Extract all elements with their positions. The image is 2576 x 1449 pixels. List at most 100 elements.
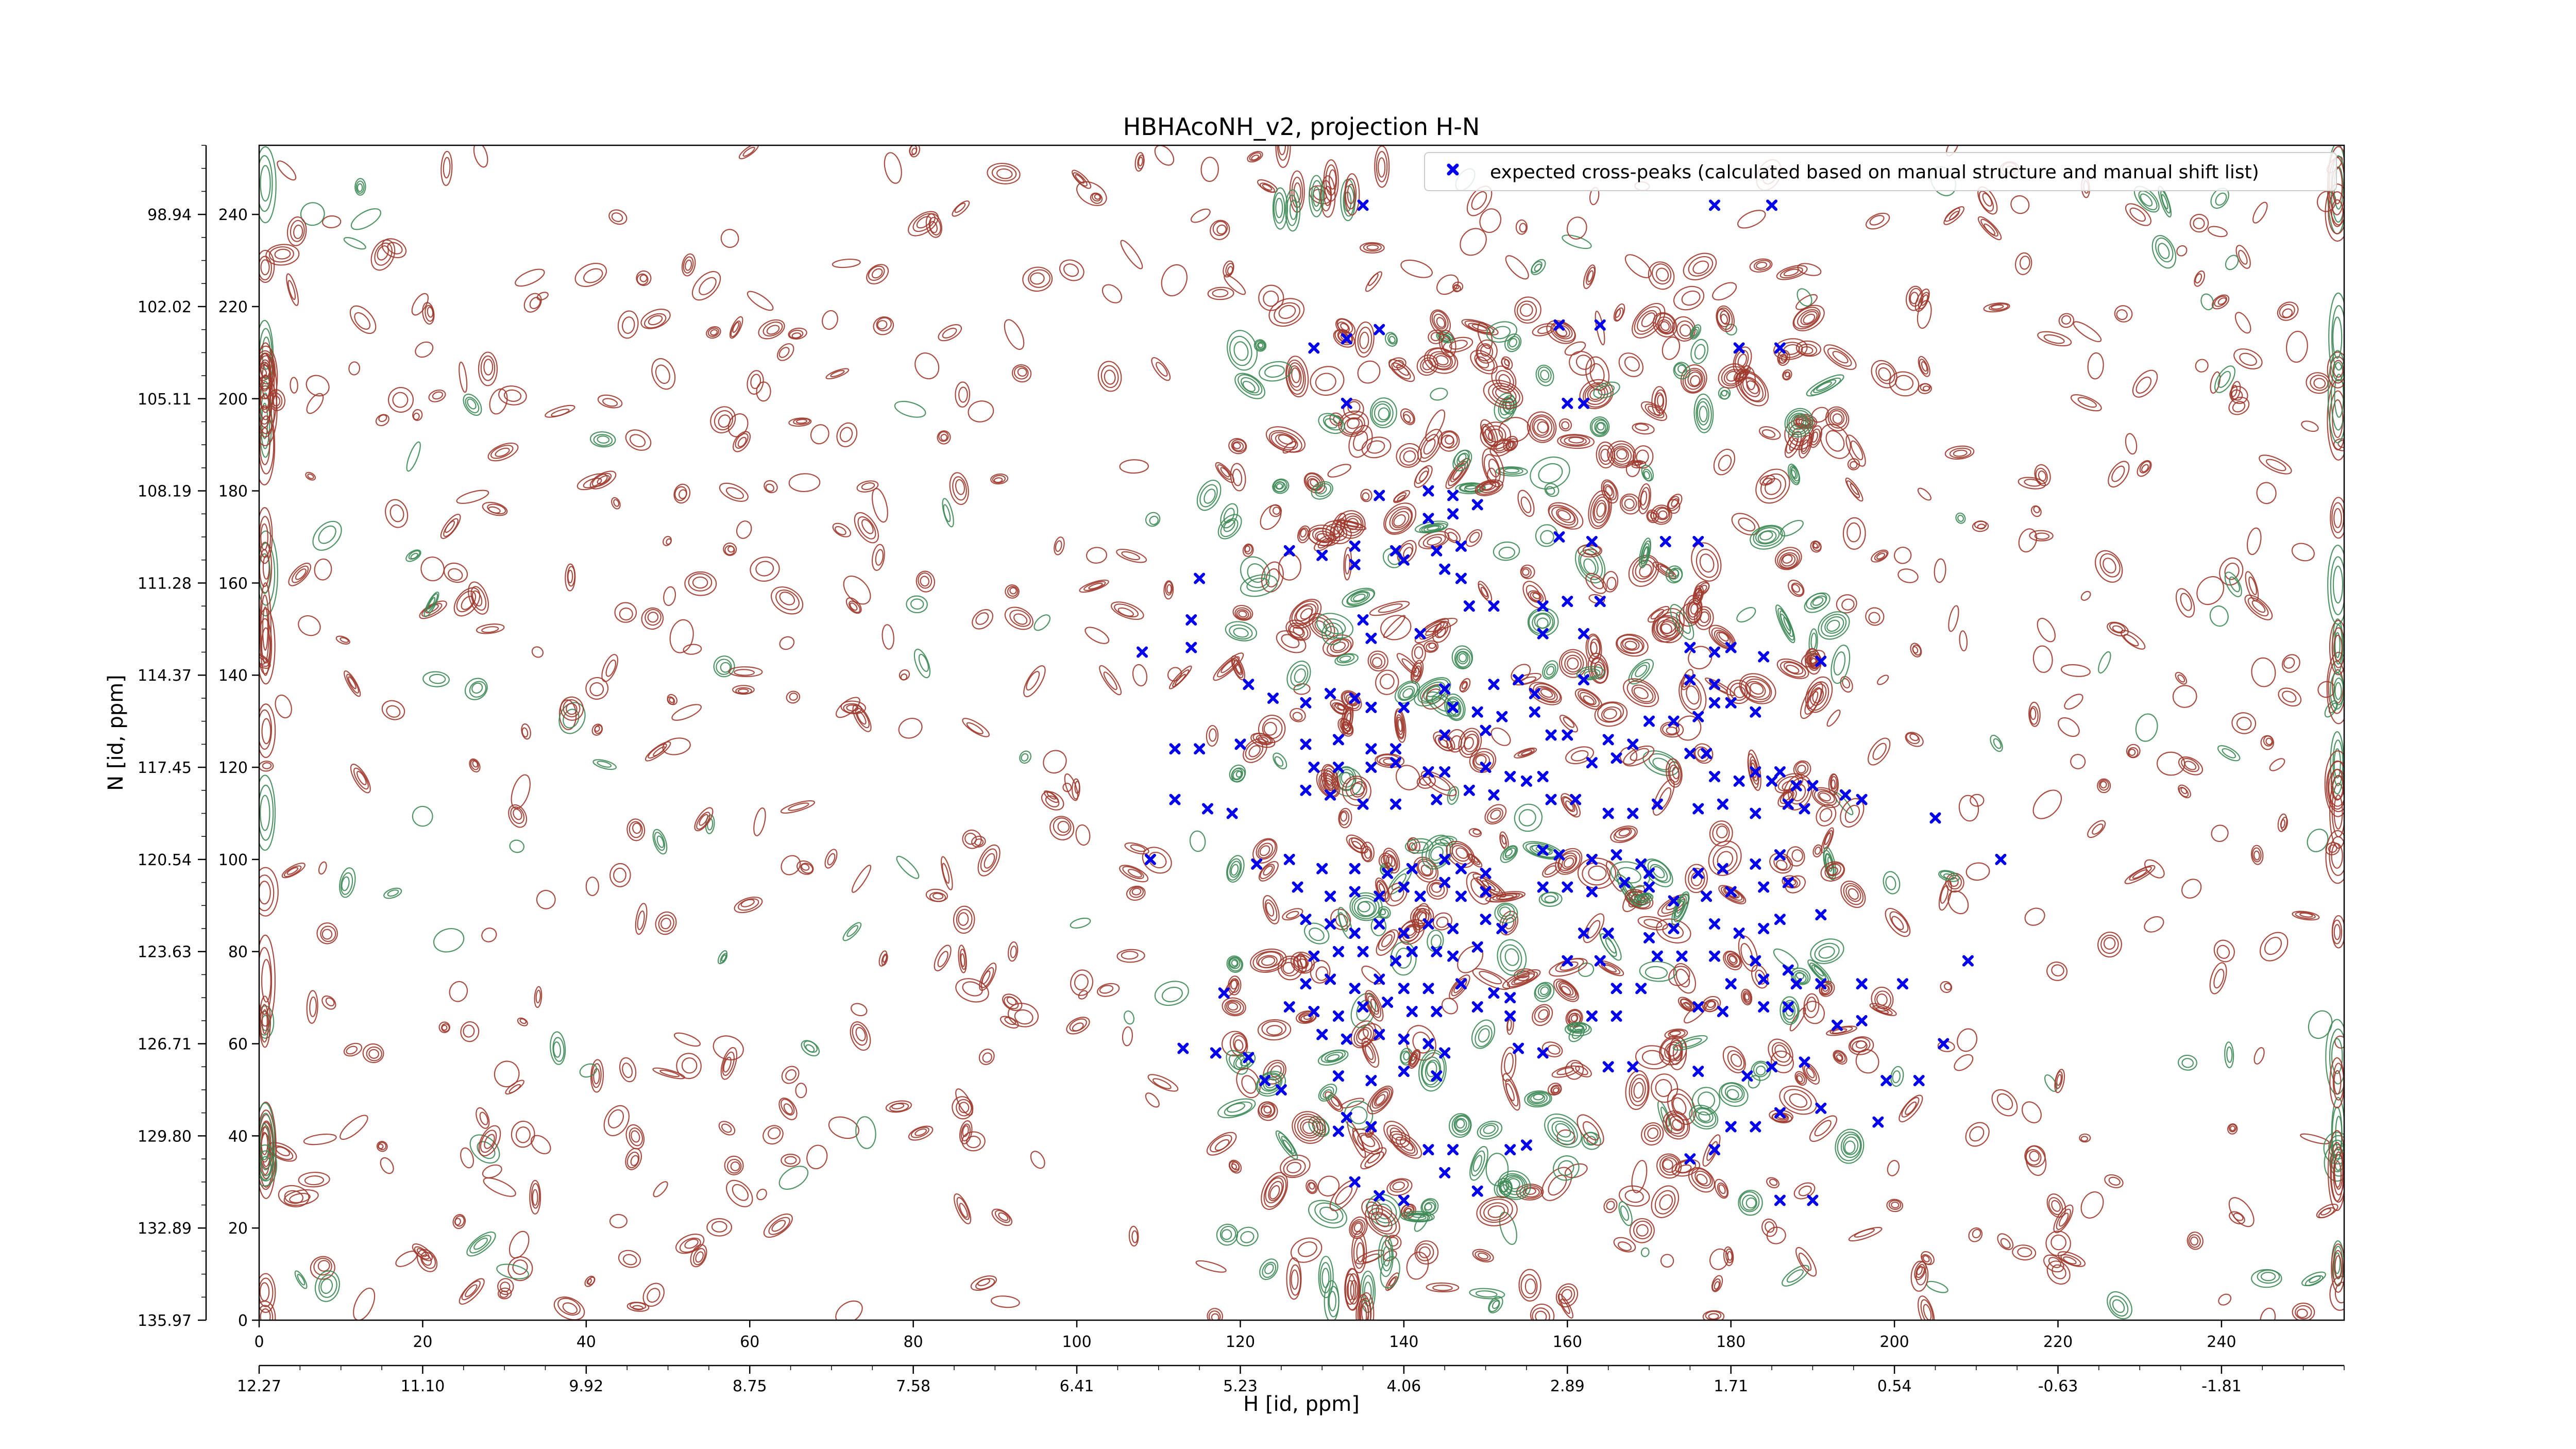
peak-series xyxy=(1137,199,2007,1206)
contour-blob xyxy=(832,258,861,268)
cross-peak xyxy=(1488,789,1500,801)
contour-level xyxy=(1243,738,1267,763)
cross-peak xyxy=(1374,890,1385,902)
contour-level xyxy=(2301,420,2319,432)
contour-blob xyxy=(2307,829,2329,852)
contour-level xyxy=(1850,461,1858,469)
contour-level xyxy=(765,483,774,492)
contour-level xyxy=(1444,528,1461,544)
contour-level xyxy=(1477,1121,1503,1140)
contour-level xyxy=(1389,1277,1396,1287)
contour-level xyxy=(1269,504,1282,517)
contour-level xyxy=(1409,1052,1418,1066)
cross-peak xyxy=(1708,697,1720,709)
contour-level xyxy=(1324,768,1336,789)
cross-peak xyxy=(1414,628,1426,639)
contour-blob xyxy=(2329,1275,2344,1311)
contour-blob xyxy=(423,591,439,617)
contour-blob xyxy=(1476,1196,1518,1226)
contour-level xyxy=(1514,803,1543,832)
contour-level xyxy=(1424,1203,1433,1211)
contour-level xyxy=(1810,938,1844,964)
contour-level xyxy=(1380,615,1412,641)
contour-blob xyxy=(303,1133,337,1145)
contour-blob xyxy=(736,520,752,539)
contour-level xyxy=(1231,439,1246,452)
cross-peak xyxy=(1390,757,1402,769)
contour-blob xyxy=(914,352,940,380)
contour-level xyxy=(2331,783,2344,838)
contour-blob xyxy=(856,480,879,493)
contour-blob xyxy=(1544,1113,1582,1148)
contour-level xyxy=(2316,1203,2338,1219)
cross-peak xyxy=(1169,743,1181,755)
contour-level xyxy=(659,1069,680,1077)
cross-peak xyxy=(1602,734,1614,746)
contour-level xyxy=(1357,327,1372,353)
contour-level xyxy=(1350,592,1368,603)
contour-blob xyxy=(663,535,672,546)
contour-blob xyxy=(1472,968,1511,990)
contour-level xyxy=(1558,1286,1575,1304)
contour-level xyxy=(1491,326,1511,340)
contour-blob xyxy=(466,1231,496,1257)
contour-level xyxy=(392,392,409,408)
contour-level xyxy=(2215,192,2227,206)
contour-level xyxy=(1600,448,1610,462)
cross-peak xyxy=(1578,628,1590,639)
cross-peak xyxy=(1447,950,1459,962)
contour-blob xyxy=(1683,252,1717,281)
contour-level xyxy=(780,800,816,814)
contour-level xyxy=(2329,1275,2344,1311)
contour-blob xyxy=(534,986,543,1008)
contour-level xyxy=(1766,1226,1786,1244)
contour-blob xyxy=(908,1125,934,1141)
contour-blob xyxy=(2132,369,2158,398)
contour-level xyxy=(1358,1029,1369,1041)
contour-blob xyxy=(1420,1198,1439,1216)
contour-level xyxy=(1768,1038,1793,1067)
contour-level xyxy=(1344,1273,1357,1305)
contour-level xyxy=(1266,1062,1285,1081)
contour-blob xyxy=(385,499,409,528)
contour-level xyxy=(1874,551,1888,561)
contour-level xyxy=(2330,362,2344,431)
contour-level xyxy=(1677,364,1686,374)
contour-blob xyxy=(1810,938,1844,964)
contour-level xyxy=(577,473,608,491)
contour-level xyxy=(259,1102,276,1181)
contour-level xyxy=(1099,665,1122,696)
contour-level xyxy=(2247,597,2269,617)
contour-level xyxy=(1680,364,1707,394)
contour-level xyxy=(1824,616,1844,634)
contour-blob xyxy=(2327,379,2344,461)
contour-level xyxy=(733,431,751,452)
cross-peak xyxy=(1398,1066,1410,1077)
cross-peak xyxy=(1365,1075,1377,1087)
contour-level xyxy=(851,865,872,893)
contour-blob xyxy=(676,1053,702,1080)
contour-blob xyxy=(1134,151,1145,172)
contour-level xyxy=(1618,1185,1650,1207)
contour-level xyxy=(1651,263,1672,285)
contour-blob xyxy=(1324,1280,1340,1320)
contour-blob xyxy=(511,774,531,810)
contour-level xyxy=(1739,1191,1760,1212)
contour-level xyxy=(2125,203,2151,226)
contour-level xyxy=(1347,1120,1366,1158)
contour-blob xyxy=(2213,939,2235,963)
contour-blob xyxy=(1054,536,1065,555)
contour-level xyxy=(956,908,973,930)
contour-blob xyxy=(836,422,858,447)
contour-level xyxy=(1716,825,1728,838)
cross-peak xyxy=(1725,978,1737,990)
contour-level xyxy=(1238,610,1247,618)
cross-peak xyxy=(1455,540,1467,552)
contour-level xyxy=(1791,414,1807,430)
contour-blob xyxy=(2014,252,2032,275)
contour-level xyxy=(2010,195,2030,214)
contour-level xyxy=(1788,412,1809,433)
contour-level xyxy=(259,1123,270,1160)
cross-peak xyxy=(1586,757,1598,769)
contour-level xyxy=(912,213,936,232)
